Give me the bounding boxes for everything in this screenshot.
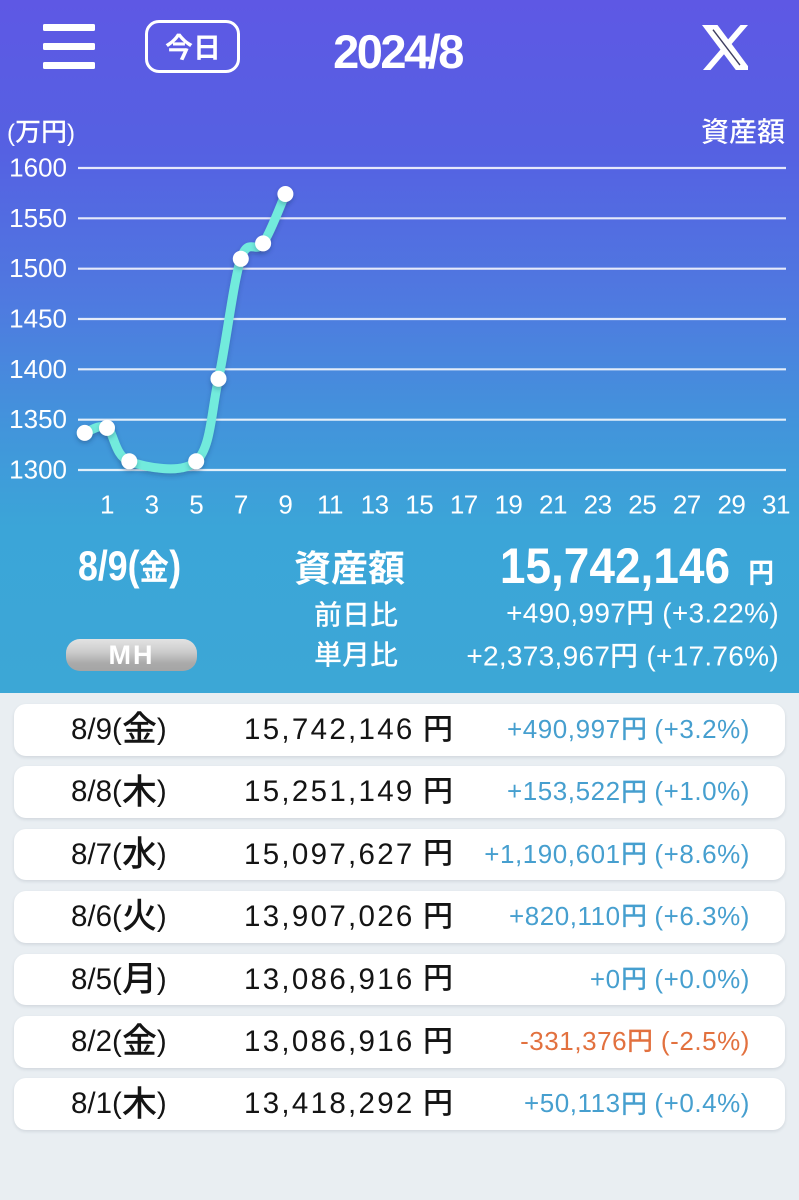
- svg-text:21: 21: [539, 490, 567, 520]
- svg-text:27: 27: [673, 490, 701, 520]
- svg-text:1450: 1450: [9, 304, 67, 334]
- svg-text:31: 31: [762, 490, 790, 520]
- svg-text:7: 7: [234, 490, 248, 520]
- svg-text:11: 11: [317, 490, 343, 520]
- svg-text:17: 17: [450, 490, 478, 520]
- svg-text:29: 29: [717, 490, 745, 520]
- svg-text:3: 3: [145, 490, 159, 520]
- svg-text:9: 9: [278, 490, 292, 520]
- svg-text:1600: 1600: [9, 153, 67, 183]
- svg-text:1550: 1550: [9, 203, 67, 233]
- svg-text:1300: 1300: [9, 455, 67, 485]
- svg-text:1350: 1350: [9, 404, 67, 434]
- svg-text:23: 23: [584, 490, 612, 520]
- svg-text:25: 25: [628, 490, 656, 520]
- svg-text:19: 19: [494, 490, 522, 520]
- svg-text:5: 5: [189, 490, 203, 520]
- svg-text:13: 13: [361, 490, 389, 520]
- svg-text:15: 15: [405, 490, 433, 520]
- svg-text:1400: 1400: [9, 354, 67, 384]
- svg-text:1500: 1500: [9, 253, 67, 283]
- svg-text:1: 1: [100, 490, 114, 520]
